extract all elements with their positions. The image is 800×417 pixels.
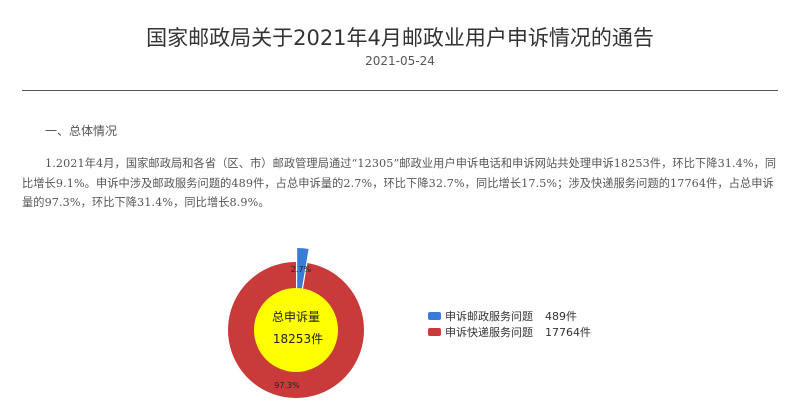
legend-value: 489件 <box>545 310 577 323</box>
section-heading: 一、总体情况 <box>45 124 118 138</box>
center-circle <box>254 288 338 372</box>
legend-label: 申诉快递服务问题 <box>445 326 533 339</box>
legend-swatch <box>428 328 441 336</box>
legend-swatch <box>428 312 441 320</box>
data-label-postal: 2.7% <box>291 265 312 274</box>
data-label-express: 97.3% <box>274 381 300 390</box>
center-label: 总申诉量 <box>272 310 320 324</box>
legend-item-express: 申诉快递服务问题 17764件 <box>428 324 591 340</box>
page-title: 国家邮政局关于2021年4月邮政业用户申诉情况的通告 <box>146 26 654 50</box>
legend-item-postal: 申诉邮政服务问题 489件 <box>428 308 577 324</box>
legend-label: 申诉邮政服务问题 <box>445 310 533 323</box>
center-value: 18253件 <box>273 332 323 346</box>
paragraph: 1.2021年4月，国家邮政局和各省（区、市）邮政管理局通过“12305”邮政业… <box>22 157 777 209</box>
divider <box>22 90 778 91</box>
legend-value: 17764件 <box>545 326 591 339</box>
publish-date: 2021-05-24 <box>365 54 435 68</box>
